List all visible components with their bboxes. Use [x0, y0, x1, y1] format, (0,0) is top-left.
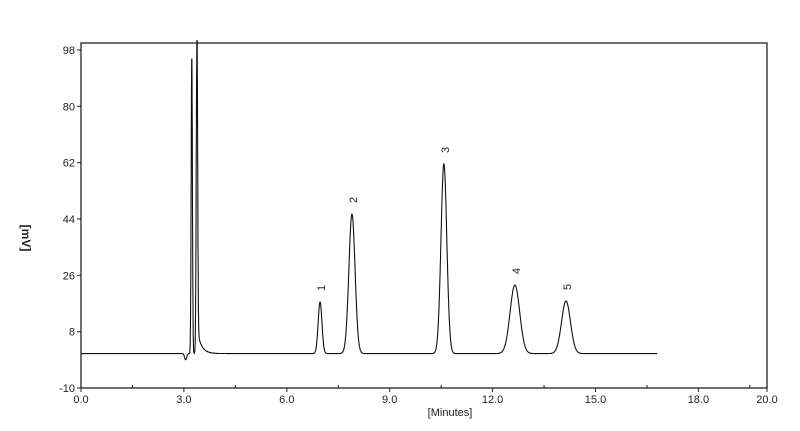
- peak-label: 1: [316, 285, 328, 291]
- y-tick-label: 26: [63, 270, 75, 282]
- x-tick-label: 12.0: [482, 394, 503, 406]
- y-tick-label: -10: [59, 383, 75, 395]
- x-tick-label: 18.0: [688, 394, 709, 406]
- y-tick-label: 80: [63, 101, 75, 113]
- x-tick-label: 0.0: [73, 394, 88, 406]
- y-tick-label: 44: [63, 214, 75, 226]
- peak-label: 3: [440, 147, 452, 153]
- x-tick-label: 15.0: [585, 394, 606, 406]
- x-tick-label: 20.0: [756, 394, 777, 406]
- x-axis-label: [Minutes]: [428, 407, 473, 419]
- y-tick-label: 8: [69, 327, 75, 339]
- x-tick-label: 9.0: [382, 394, 397, 406]
- chromatogram-trace: [81, 40, 658, 361]
- y-axis-label: [mV]: [19, 225, 33, 252]
- plot-frame: [80, 42, 768, 389]
- peak-label: 2: [348, 197, 360, 203]
- y-tick-label: 62: [63, 158, 75, 170]
- peak-label: 4: [511, 268, 523, 274]
- peak-label: 5: [562, 284, 574, 290]
- x-tick-label: 6.0: [279, 394, 294, 406]
- y-tick-label: 98: [63, 45, 75, 57]
- x-tick-label: 3.0: [176, 394, 191, 406]
